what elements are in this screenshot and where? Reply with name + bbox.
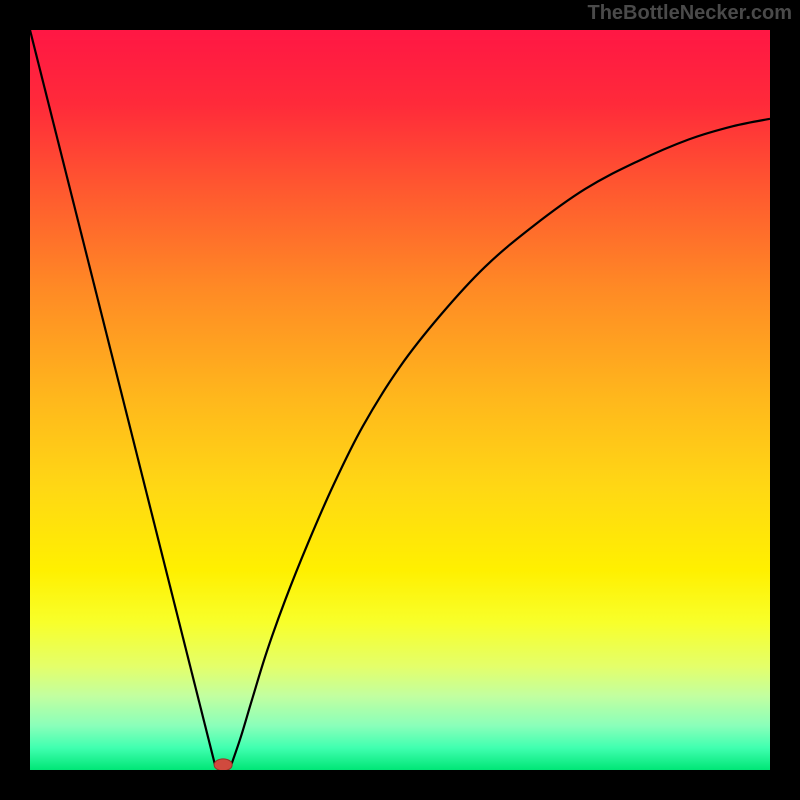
bottleneck-marker	[214, 759, 232, 770]
bottleneck-chart-svg	[30, 30, 770, 770]
gradient-background	[30, 30, 770, 770]
chart-container	[30, 30, 770, 770]
watermark-text: TheBottleNecker.com	[587, 2, 792, 25]
